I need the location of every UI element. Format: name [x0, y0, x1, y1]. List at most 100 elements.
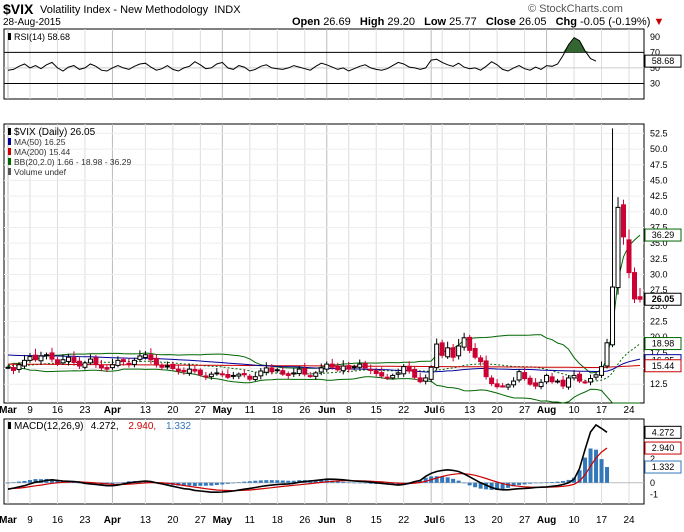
macd-histogram-bar: [181, 482, 186, 486]
macd-x-axis-label: 11: [245, 515, 256, 526]
candle-body: [368, 368, 374, 371]
candle-body: [230, 374, 236, 377]
price-value-label: 18.98: [652, 339, 675, 349]
high-label: High: [359, 16, 385, 28]
candle-body: [164, 365, 170, 368]
candle-body: [186, 368, 192, 374]
candle-body: [181, 369, 187, 373]
close-label: Close: [485, 16, 516, 28]
candle-body: [263, 367, 269, 373]
macd-x-axis-label: 20: [492, 515, 504, 526]
price-x-axis-label: 22: [398, 405, 410, 416]
candle-body: [511, 380, 517, 386]
candle-body: [351, 366, 357, 369]
price-value-label: 36.29: [652, 230, 675, 240]
price-x-axis-label: 10: [568, 405, 580, 416]
rsi-tick-label: 90: [650, 32, 660, 42]
price-x-axis-label: 11: [245, 405, 256, 416]
watermark: © StockCharts.com: [528, 3, 623, 15]
candle-body: [571, 374, 577, 379]
macd-histogram-bar: [247, 481, 252, 483]
candle-body: [632, 272, 638, 300]
macd-tick-label: 0: [650, 478, 655, 488]
candle-body: [109, 364, 115, 369]
candle-body: [324, 363, 330, 370]
price-x-axis-label: Aug: [537, 405, 556, 416]
macd-histogram-bar: [352, 482, 357, 484]
candle-body: [637, 296, 643, 300]
price-tick-label: 17.5: [650, 348, 668, 358]
candle-body: [500, 385, 506, 388]
price-legend-item: $VIX (Daily) 26.05: [14, 127, 96, 138]
candle-body: [203, 375, 209, 378]
macd-x-axis-label: 15: [371, 515, 383, 526]
price-legend-item: BB(20,2.0) 1.66 - 18.98 - 36.29: [14, 157, 131, 167]
candle-body: [494, 383, 500, 388]
candle-body: [87, 358, 93, 364]
price-tick-label: 42.5: [650, 191, 668, 201]
rsi-legend-icon: [8, 33, 11, 40]
macd-histogram-bar: [110, 482, 115, 485]
macd-histogram-bar: [209, 482, 214, 486]
candle-body: [126, 362, 132, 365]
candle-body: [137, 355, 143, 360]
candle-body: [522, 372, 528, 380]
candle-body: [274, 369, 280, 372]
price-x-axis-label: Mar: [0, 405, 17, 416]
candle-body: [302, 368, 308, 375]
macd-x-axis-label: Mar: [0, 515, 17, 526]
macd-histogram-bar: [528, 482, 533, 484]
macd-x-axis-label: Aug: [537, 515, 556, 526]
candle-body: [527, 377, 533, 385]
macd-histogram-bar: [198, 482, 203, 486]
macd-histogram-bar: [550, 482, 555, 483]
candle-body: [225, 373, 231, 378]
macd-histogram-bar: [478, 482, 483, 489]
price-x-axis-label: 27: [195, 405, 207, 416]
macd-histogram-bar: [319, 480, 324, 483]
exchange-label: INDX: [214, 4, 241, 16]
macd-tick-label: -1: [650, 490, 658, 500]
price-x-axis-label: May: [213, 405, 233, 416]
candle-body: [489, 377, 495, 385]
macd-histogram-bar: [583, 457, 588, 483]
candle-body: [373, 370, 379, 375]
candle-body: [604, 342, 610, 367]
macd-value-box: [644, 425, 682, 439]
macd-histogram-bar: [225, 482, 230, 484]
price-value-box: [644, 292, 682, 306]
macd-histogram-bar: [484, 482, 489, 490]
macd-x-axis-label: 23: [79, 515, 91, 526]
candle-body: [170, 363, 176, 370]
macd-histogram-bar: [605, 467, 610, 483]
macd-histogram-bar: [368, 482, 373, 484]
candle-body: [599, 366, 605, 376]
candle-body: [76, 360, 82, 367]
macd-histogram-bar: [423, 477, 428, 483]
price-value-label: 15.44: [652, 361, 675, 371]
macd-histogram-bar: [192, 482, 197, 487]
candle-body: [357, 363, 363, 368]
price-legend-icon: [8, 148, 11, 155]
candle-body: [329, 363, 335, 368]
macd-legend-icon: [8, 422, 11, 429]
candle-body: [159, 364, 165, 368]
macd-histogram-bar: [418, 480, 423, 483]
macd-histogram-bar: [594, 449, 599, 483]
price-x-axis-label: 24: [623, 405, 635, 416]
price-tick-label: 32.5: [650, 254, 668, 264]
macd-histogram-bar: [599, 459, 604, 483]
price-x-axis-label: 13: [140, 405, 152, 416]
price-tick-label: 22.5: [650, 316, 668, 326]
macd-histogram-bar: [572, 477, 577, 483]
macd-x-axis-label: 13: [140, 515, 152, 526]
rsi-value-label: 58.68: [652, 56, 675, 66]
price-tick-label: 30.0: [650, 269, 668, 279]
candle-body: [148, 354, 154, 361]
low-value: 25.77: [449, 16, 477, 28]
candle-body: [65, 356, 71, 362]
price-legend-item: MA(200) 15.44: [14, 147, 70, 157]
macd-legend-item: 1.332: [166, 421, 191, 432]
candle-body: [560, 379, 566, 387]
macd-x-axis-label: 24: [623, 515, 635, 526]
